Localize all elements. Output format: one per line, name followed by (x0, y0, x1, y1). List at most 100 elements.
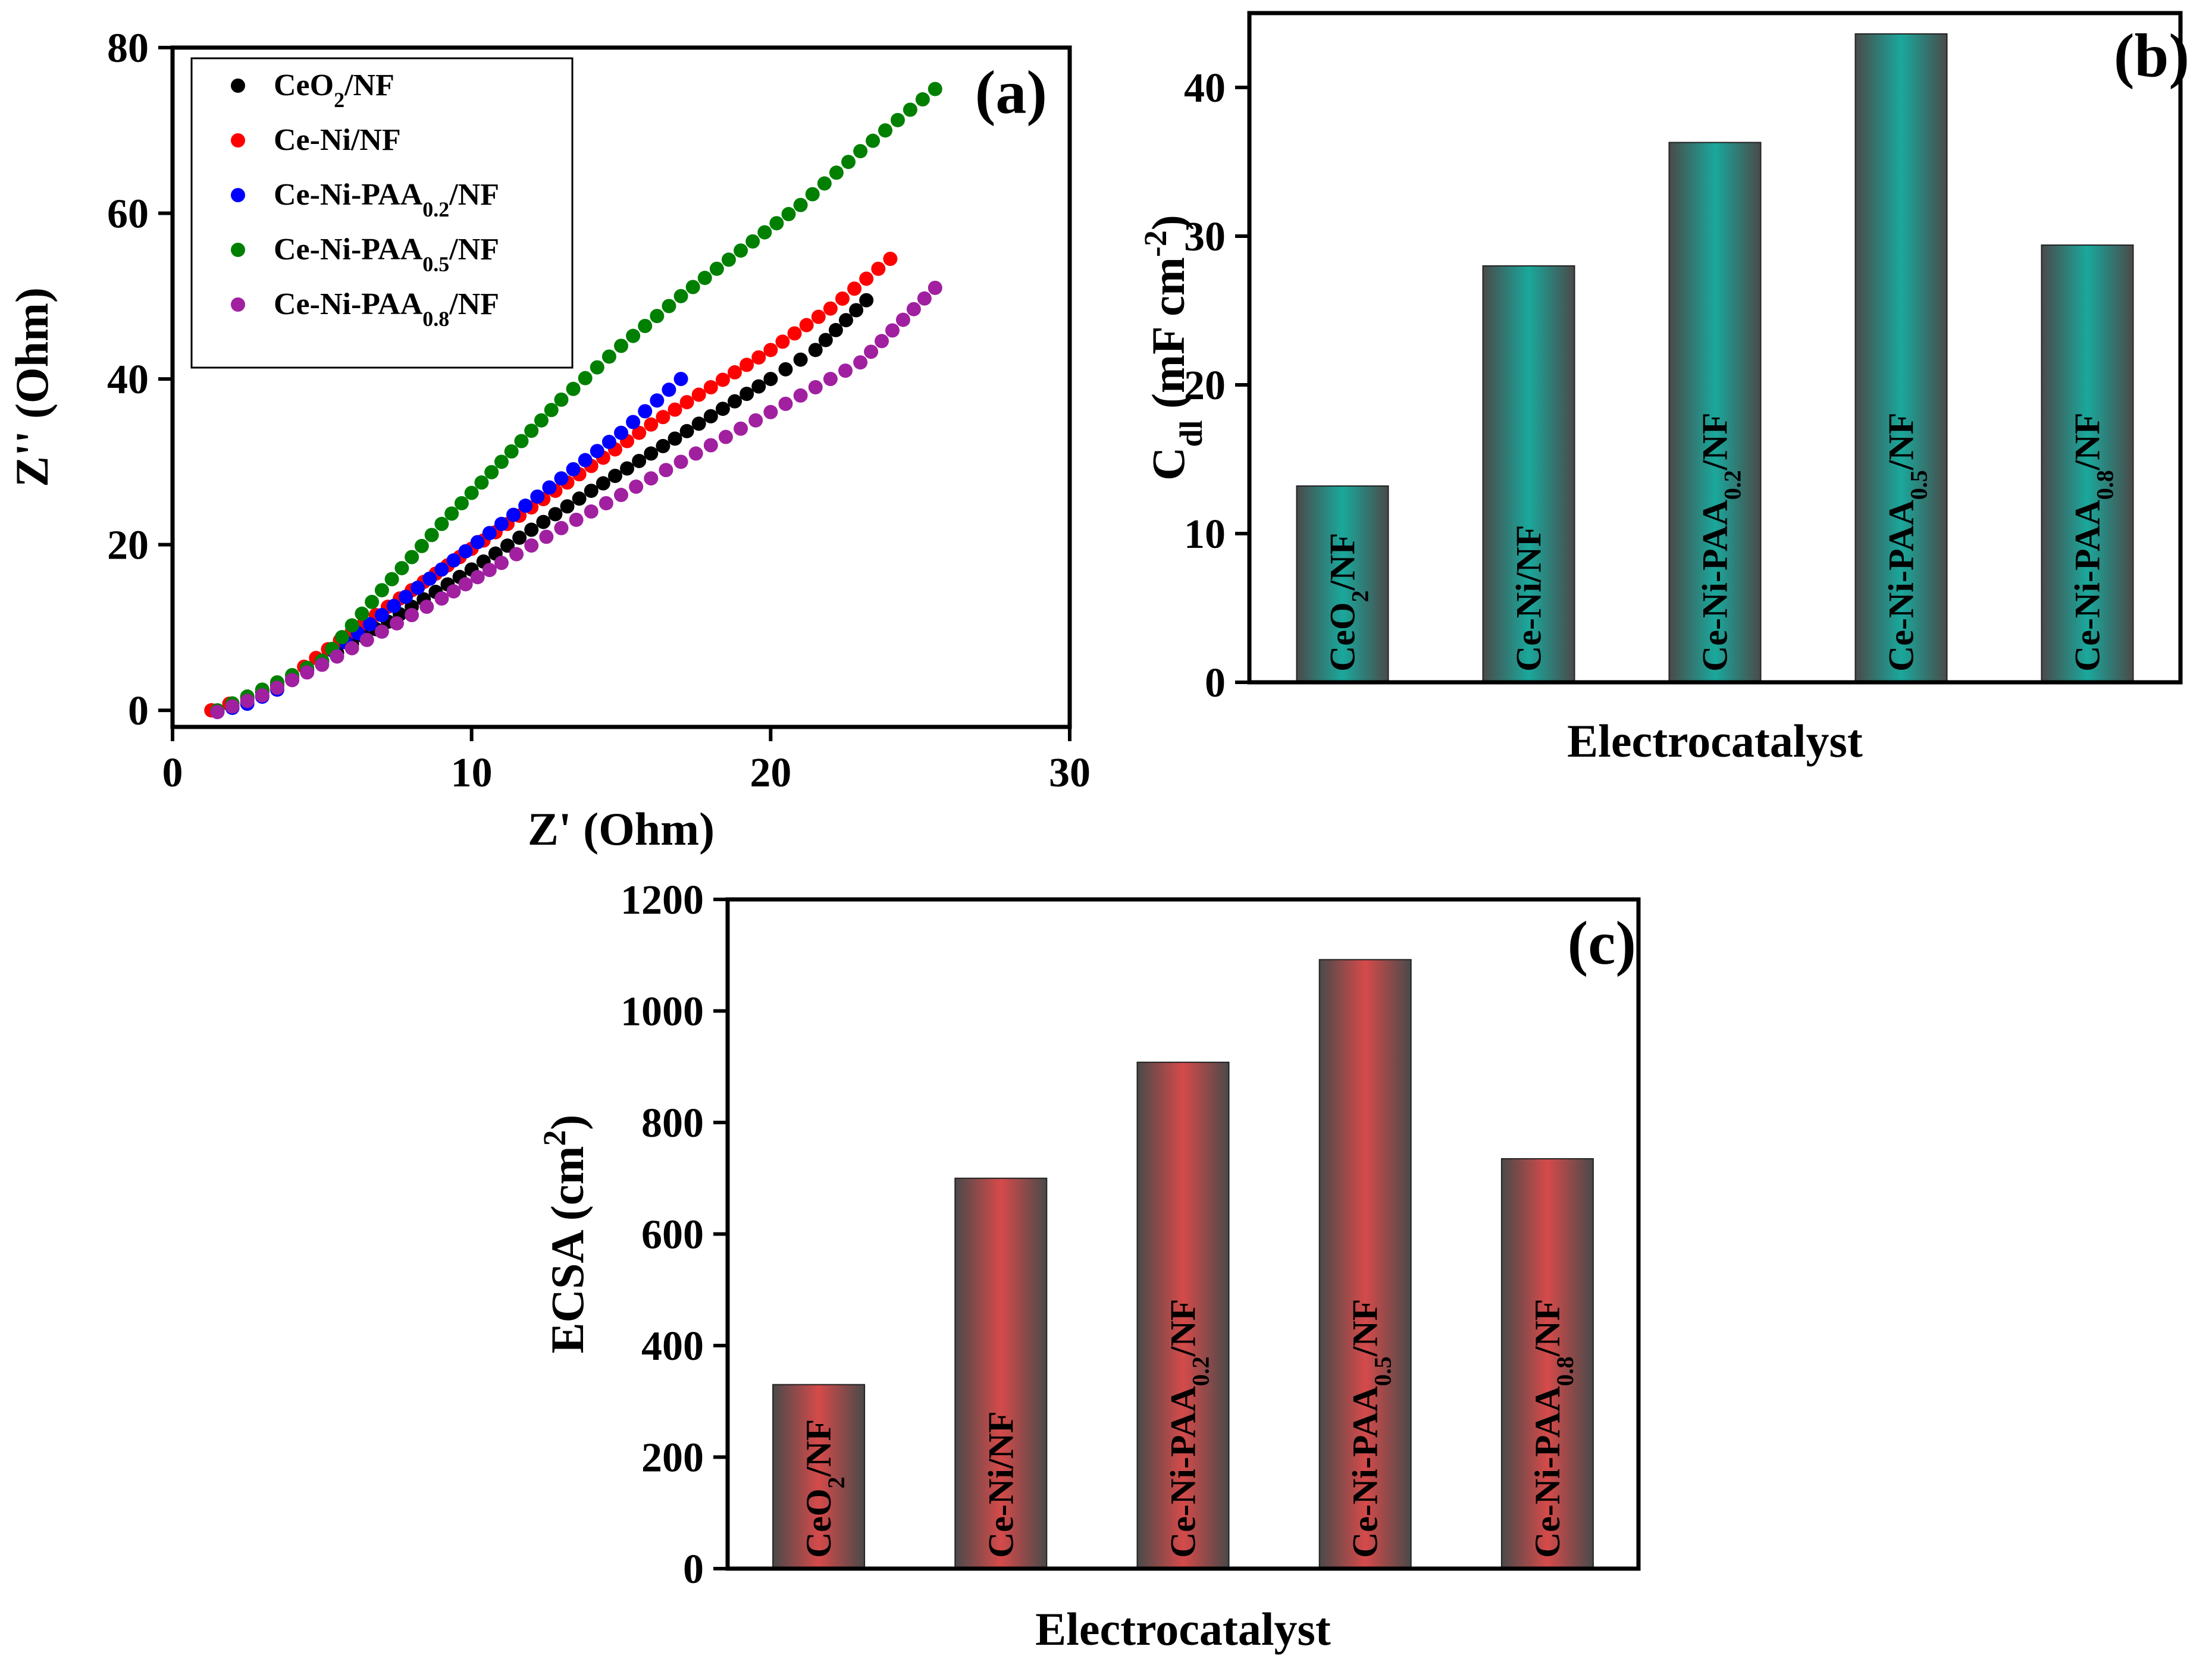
data-point (715, 402, 730, 416)
data-point (903, 102, 917, 117)
data-point (638, 404, 653, 419)
data-point (818, 333, 833, 347)
bar-category-label: Ce-Ni-PAA0.2/NF (1164, 1299, 1214, 1558)
y-tick-label: 800 (641, 1100, 704, 1146)
data-point (374, 583, 389, 598)
data-point (560, 499, 575, 514)
data-point (632, 425, 647, 440)
bar-category-label: Ce-Ni-PAA0.5/NF (1882, 413, 1932, 672)
data-point (334, 630, 349, 645)
data-point (859, 293, 874, 308)
data-point (285, 673, 300, 688)
data-point (778, 396, 793, 411)
data-point (748, 413, 763, 428)
data-point (566, 381, 581, 396)
data-point (330, 649, 344, 664)
bar-category-label: Ce-Ni/NF (981, 1411, 1020, 1558)
data-point (270, 681, 284, 695)
y-tick-label: 60 (107, 192, 149, 237)
data-point (444, 506, 459, 521)
data-point (928, 280, 942, 295)
data-point (446, 584, 461, 599)
y-axis-title: Z'' (Ohm) (6, 287, 58, 487)
data-point (518, 498, 533, 513)
data-point (853, 144, 868, 159)
panel-a-plot-frame (170, 45, 1072, 729)
panel-a-nyquist-plot: 0 10 20 30 0 20 40 60 80 (a) Z' (Ohm) Z'' (Ohm) CeO2… (6, 26, 1091, 855)
y-tick-label: 0 (128, 688, 149, 734)
data-point (355, 606, 369, 621)
data-point (584, 484, 599, 498)
bar-category-label: Ce-Ni-PAA0.5/NF (1346, 1299, 1396, 1558)
data-point (620, 461, 635, 476)
panel-c-ecsa-bar-chart: 0 200 400 600 800 1000 1200 CeO2/NF Ce-Ni/NF Ce-N… (537, 877, 1641, 1655)
data-point (506, 507, 521, 522)
data-point (751, 379, 766, 394)
legend-marker (231, 243, 245, 257)
data-point (374, 624, 389, 639)
data-point (728, 394, 742, 409)
data-point (374, 607, 389, 622)
data-point (300, 665, 315, 680)
legend-label: Ce-Ni/NF (274, 123, 401, 157)
y-tick-label: 20 (107, 523, 149, 569)
data-point (668, 402, 682, 417)
data-point (509, 547, 524, 562)
legend-item: Ce-Ni-PAA0.2/NF (231, 178, 499, 221)
data-point (793, 352, 808, 367)
plot-frame (725, 897, 1641, 1571)
y-tick-label: 40 (1184, 65, 1226, 111)
panel-label: (c) (1568, 909, 1636, 977)
data-point (709, 261, 724, 276)
data-point (344, 641, 359, 656)
data-point (566, 462, 581, 476)
y-axis-title: ECSA (cm2) (537, 1115, 593, 1354)
data-point (799, 318, 814, 333)
x-tick-label: 20 (750, 750, 791, 796)
data-point (470, 570, 485, 585)
data-point (599, 496, 613, 510)
data-point (434, 562, 449, 577)
data-point (482, 526, 497, 541)
bar-category-label: CeO2/NF (1323, 533, 1374, 672)
data-point (662, 299, 676, 313)
bar (1482, 265, 1575, 683)
y-tick-label: 40 (107, 357, 149, 403)
x-tick-label: 10 (451, 750, 493, 796)
legend-marker (231, 188, 245, 202)
panel-b-cdl-bar-chart: 0 10 20 30 40 CeO2/NF Ce-Ni/NF Ce-Ni-PAA0.2/NF C… (1138, 11, 2189, 767)
data-point (691, 416, 706, 431)
data-point (544, 403, 559, 418)
data-point (629, 479, 644, 494)
data-point (644, 417, 659, 432)
data-point (494, 556, 509, 570)
bar-category-label: Ce-Ni-PAA0.8/NF (1528, 1299, 1578, 1558)
y-tick-label: 1000 (621, 989, 704, 1035)
data-point (470, 535, 485, 550)
data-point (906, 302, 921, 316)
y-tick-label: 20 (1184, 363, 1226, 409)
y-axis-title: Cdl (mF cm-2) (1138, 215, 1209, 481)
data-point (875, 334, 889, 349)
data-point (787, 326, 802, 341)
x-tick-label: 0 (162, 750, 183, 796)
bar (1500, 1158, 1594, 1569)
y-tick-label: 0 (1205, 660, 1226, 706)
legend-label: Ce-Ni-PAA0.8/NF (274, 287, 499, 331)
data-point (823, 372, 838, 387)
data-point (384, 572, 399, 587)
data-point (883, 252, 898, 266)
data-point (781, 206, 796, 221)
data-point (740, 358, 754, 372)
data-point (740, 387, 754, 402)
data-point (728, 365, 742, 380)
bar (1318, 959, 1412, 1569)
data-point (512, 530, 527, 545)
data-point (835, 291, 850, 306)
data-point (554, 520, 569, 535)
data-point (915, 92, 930, 107)
data-point (484, 465, 499, 479)
data-point (668, 431, 682, 446)
data-point (614, 338, 628, 353)
